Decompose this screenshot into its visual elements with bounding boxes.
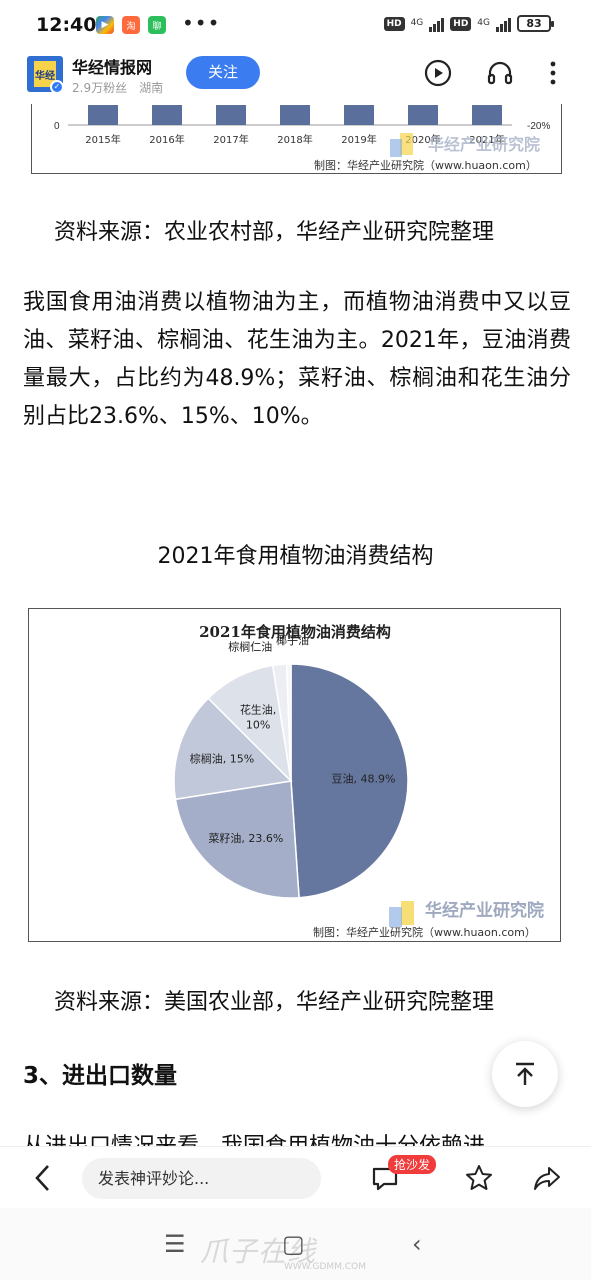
battery-icon: 83: [517, 15, 554, 32]
bar-2020年: [408, 105, 438, 125]
source-note-2: 资料来源：美国农业部，华经产业研究院整理: [54, 990, 495, 1015]
verified-badge-icon: ✓: [50, 80, 64, 94]
back-button[interactable]: [28, 1161, 58, 1195]
account-meta: 2.9万粉丝 湖南: [72, 79, 163, 96]
bar-2019年: [344, 105, 374, 125]
arrow-up-icon: [516, 1062, 534, 1085]
pie-chart-image[interactable]: 2021年食用植物油消费结构 豆油, 48.9% 菜籽油, 23.6% 棕榈油, 1…: [28, 608, 561, 942]
x-tick-label: 2016年: [149, 133, 184, 146]
account-name[interactable]: 华经情报网: [72, 58, 153, 77]
x-tick-label: 2015年: [85, 133, 120, 146]
bar-2018年: [280, 105, 310, 125]
pie-label-椰子油: 椰子油: [276, 633, 309, 647]
hd-icon: HD: [383, 16, 405, 31]
network-type-label: 4G: [410, 18, 424, 28]
watermark-logo-icon-4: [389, 907, 402, 927]
avatar-logo: 华经: [34, 61, 56, 87]
bar-2021年: [472, 105, 502, 125]
pie-label-菜籽油: 菜籽油, 23.6%: [208, 831, 283, 845]
article-paragraph-2: 从进出口情况来看，我国食用植物油十分依赖进: [23, 1128, 485, 1146]
pie-chart-svg: 2021年食用植物油消费结构 豆油, 48.9% 菜籽油, 23.6% 棕榈油, 1…: [173, 623, 544, 939]
article-body: 0 -20% 2015年 2016年 2017年 2018年 2019年 2020年 202…: [0, 104, 591, 1146]
article-header: 华经 ✓ 华经情报网 2.9万粉丝 湖南 关注: [0, 48, 591, 104]
comment-count-badge: 抢沙发: [388, 1155, 437, 1174]
bar-2017年: [216, 105, 246, 125]
signal-icon-2: [496, 16, 511, 32]
avatar[interactable]: 华经: [27, 56, 63, 92]
y-tick-right: -20%: [527, 121, 550, 132]
top-chart-image[interactable]: 0 -20% 2015年 2016年 2017年 2018年 2019年 2020年 202…: [31, 104, 562, 174]
back-nav-icon[interactable]: ‹: [412, 1230, 422, 1258]
home-nav-icon[interactable]: ▢: [282, 1230, 305, 1258]
pie-chart-watermark: 华经产业研究院: [425, 900, 544, 921]
chart-watermark: 华经产业研究院: [428, 135, 540, 154]
site-watermark-url: WWW.GDMM.COM: [284, 1262, 366, 1272]
chart-title: 2021年食用植物油消费结构: [199, 623, 391, 641]
y-tick-zero: 0: [54, 121, 60, 132]
share-arrow-icon: [534, 1167, 560, 1190]
more-notifications-icon: •••: [182, 11, 221, 35]
section-heading: 3、进出口数量: [23, 1063, 178, 1089]
account-location: 湖南: [139, 81, 164, 95]
star-icon: [466, 1165, 492, 1190]
chart-credit: 制图：华经产业研究院（www.huaon.com）: [314, 158, 537, 172]
x-tick-label: 2019年: [341, 133, 376, 146]
watermark-logo-icon-2: [390, 139, 402, 157]
share-button[interactable]: [530, 1161, 564, 1195]
signal-icon: [429, 16, 445, 32]
pie-slice-豆油: [290, 663, 409, 899]
video-play-icon[interactable]: [423, 58, 453, 88]
watermark-logo-icon: [400, 133, 413, 155]
pie-slice-椰子油: [285, 663, 292, 782]
more-options-icon[interactable]: [538, 58, 568, 88]
bar-2016年: [152, 105, 182, 125]
headphones-icon[interactable]: [485, 58, 515, 88]
network-type-label-2: 4G: [477, 18, 490, 28]
figure-caption: 2021年食用植物油消费结构: [157, 544, 434, 569]
pie-chart-credit: 制图：华经产业研究院（www.huaon.com）: [313, 925, 536, 939]
bar-2015年: [88, 105, 118, 125]
favorite-button[interactable]: [462, 1161, 496, 1195]
status-indicators: HD 4G HD 4G 83: [383, 15, 554, 32]
chevron-left-icon: [35, 1165, 49, 1191]
pie-slice-菜籽油: [174, 780, 300, 899]
pie-label-棕榈仁油: 棕榈仁油: [228, 640, 272, 654]
status-time: 12:40: [36, 14, 97, 36]
x-tick-label: 2018年: [277, 133, 312, 146]
top-chart-svg: 0 -20% 2015年 2016年 2017年 2018年 2019年 2020年 202…: [54, 105, 550, 172]
shopping-app-icon: 淘: [122, 16, 140, 34]
play-store-icon: ▶: [96, 16, 114, 34]
system-nav-bar: ☰ 爪子在线 WWW.GDMM.COM ▢ ‹: [0, 1208, 591, 1280]
menu-nav-icon[interactable]: ☰: [164, 1230, 186, 1258]
follower-count: 2.9万粉丝: [72, 81, 128, 95]
comment-input[interactable]: 发表神评妙论...: [82, 1158, 321, 1199]
pie-slice-花生油: [207, 664, 293, 784]
follow-button[interactable]: 关注: [186, 56, 260, 89]
site-watermark: 爪子在线: [200, 1235, 317, 1268]
x-tick-label: 2017年: [213, 133, 248, 146]
pie-label-棕榈油: 棕榈油, 15%: [190, 752, 254, 766]
x-tick-label: 2020年: [405, 133, 440, 146]
pie-label-花生油: 10%: [246, 718, 270, 731]
watermark-logo-icon-3: [401, 901, 414, 925]
article-paragraph: 我国食用油消费以植物油为主，而植物油消费中又以豆油、菜籽油、棕榈油、花生油为主。…: [23, 290, 571, 429]
status-bar: 12:40 ▶ 淘 聊 ••• HD 4G HD 4G 83: [0, 0, 591, 52]
bottom-action-bar: 发表神评妙论... 抢沙发: [0, 1146, 591, 1208]
status-app-icons: ▶ 淘 聊: [96, 16, 166, 34]
pie-label-豆油: 豆油, 48.9%: [332, 771, 396, 785]
source-note: 资料来源：农业农村部，华经产业研究院整理: [54, 220, 495, 245]
back-to-top-button[interactable]: [492, 1041, 558, 1107]
pie-slice-棕榈油: [173, 697, 293, 801]
wechat-app-icon: 聊: [148, 16, 166, 34]
pie-label-花生油: 花生油,: [240, 702, 277, 716]
x-tick-label: 2021年: [469, 133, 504, 146]
hd-icon-2: HD: [450, 16, 472, 31]
